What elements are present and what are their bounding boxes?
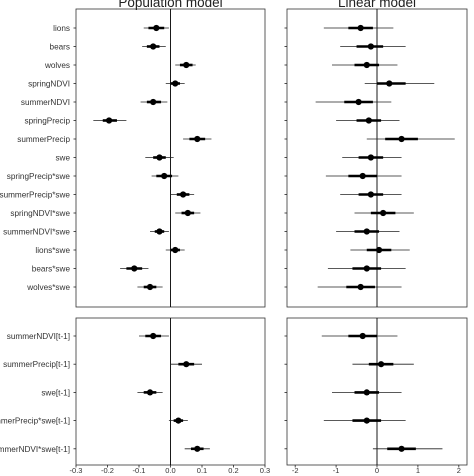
row-label: swe[t-1]: [41, 388, 70, 397]
row-label: springNDVI*swe: [10, 209, 70, 218]
x-tick-label-linear: 0: [375, 466, 379, 475]
row-label: bears: [50, 43, 70, 52]
estimate-point-linear-summerPrecip*swe: [367, 191, 374, 198]
row-label: summerPrecip*swe: [0, 191, 70, 200]
estimate-point-linear-springNDVI*swe: [380, 209, 387, 217]
panel-frames: [75, 8, 468, 466]
estimate-point-population-wolves*swe: [146, 283, 154, 291]
estimate-point-linear-springNDVI: [386, 80, 393, 87]
x-tick-label-population: 0.3: [260, 466, 270, 475]
x-tick-label-population: 0.0: [165, 466, 175, 475]
row-label: bears*swe: [32, 265, 71, 274]
estimate-point-linear-wolves*swe: [357, 283, 364, 291]
x-tick-label-linear: -1: [333, 466, 340, 475]
estimate-point-linear-swe[t-1]: [363, 389, 370, 396]
x-tick-label-linear: 2: [457, 466, 461, 475]
estimate-point-population-bears: [150, 43, 157, 50]
estimate-point-population-summerNDVI: [150, 98, 157, 106]
row-label: summerPrecip: [17, 135, 70, 144]
estimate-point-population-summerPrecip: [194, 135, 201, 143]
row-label: summerNDVI: [21, 98, 70, 107]
panel-title-linear: Linear model: [338, 0, 416, 10]
row-label: summerPrecip*swe[t-1]: [0, 417, 70, 426]
estimate-point-population-lions: [153, 24, 160, 32]
zero-reference-lines: [170, 9, 378, 465]
estimate-point-linear-bears: [367, 43, 374, 50]
x-tick-label-linear: -2: [292, 466, 299, 475]
estimate-point-population-swe[t-1]: [146, 389, 154, 396]
estimate-point-linear-bears*swe: [363, 265, 370, 272]
estimate-point-population-summerNDVI[t-1]: [150, 332, 157, 340]
row-label: springPrecip*swe: [7, 172, 71, 181]
estimate-point-linear-springPrecip*swe: [359, 172, 366, 180]
estimate-point-linear-summerNDVI: [355, 98, 362, 106]
estimate-point-linear-summerPrecip[t-1]: [377, 361, 385, 368]
row-label: summerPrecip[t-1]: [3, 360, 70, 369]
estimate-point-population-summerNDVI*swe: [156, 228, 163, 235]
x-tick-label-population: 0.2: [228, 466, 238, 475]
row-label: wolves: [44, 61, 70, 70]
estimate-point-linear-summerNDVI*swe[t-1]: [398, 445, 405, 452]
row-label: swe: [55, 154, 70, 163]
row-label: summerNDVI*swe: [3, 228, 70, 237]
estimate-point-population-swe: [156, 154, 163, 161]
x-tick-label-population: -0.1: [133, 466, 146, 475]
labels-layer: Population model -0.3 -0.2 -0.1 0.0 0.1 0.2 0.3…: [0, 0, 461, 475]
x-tick-label-population: -0.3: [70, 466, 83, 475]
estimate-point-population-summerPrecip*swe: [180, 191, 187, 198]
row-label: wolves*swe: [26, 283, 70, 292]
estimate-point-linear-summerNDVI[t-1]: [359, 332, 366, 340]
estimate-point-linear-summerNDVI*swe: [363, 228, 370, 235]
estimate-point-linear-wolves: [363, 61, 370, 69]
estimate-point-population-springPrecip: [105, 117, 113, 124]
x-tick-label-population: 0.1: [197, 466, 207, 475]
row-label: summerNDVI[t-1]: [7, 332, 70, 341]
panel-title-population: Population model: [118, 0, 222, 10]
estimate-point-linear-swe: [367, 154, 374, 161]
estimate-point-population-bears*swe: [131, 265, 138, 272]
estimate-point-population-springNDVI*swe: [184, 209, 191, 217]
estimate-point-linear-lions*swe: [375, 246, 383, 254]
x-tick-label-population: -0.2: [101, 466, 114, 475]
estimate-point-population-summerNDVI*swe[t-1]: [194, 445, 201, 452]
estimate-point-linear-springPrecip: [365, 117, 372, 124]
estimate-point-population-springPrecip*swe: [161, 172, 168, 180]
estimate-point-linear-summerPrecip: [398, 135, 405, 143]
estimate-point-population-summerPrecip[t-1]: [183, 361, 190, 368]
estimate-point-linear-lions: [357, 24, 364, 32]
estimate-point-population-springNDVI: [172, 80, 179, 87]
row-label: springNDVI: [28, 80, 70, 89]
row-label: lions: [53, 24, 70, 33]
coefficient-marks: [73, 24, 460, 468]
row-label: summerNDVI*swe[t-1]: [0, 445, 70, 454]
estimate-point-population-lions*swe: [172, 246, 179, 254]
x-tick-label-linear: 1: [416, 466, 420, 475]
row-label: lions*swe: [35, 246, 70, 255]
row-label: springPrecip: [24, 117, 70, 126]
estimate-point-population-wolves: [183, 61, 190, 69]
estimate-point-population-summerPrecip*swe[t-1]: [175, 417, 182, 424]
estimate-point-linear-summerPrecip*swe[t-1]: [363, 417, 370, 424]
